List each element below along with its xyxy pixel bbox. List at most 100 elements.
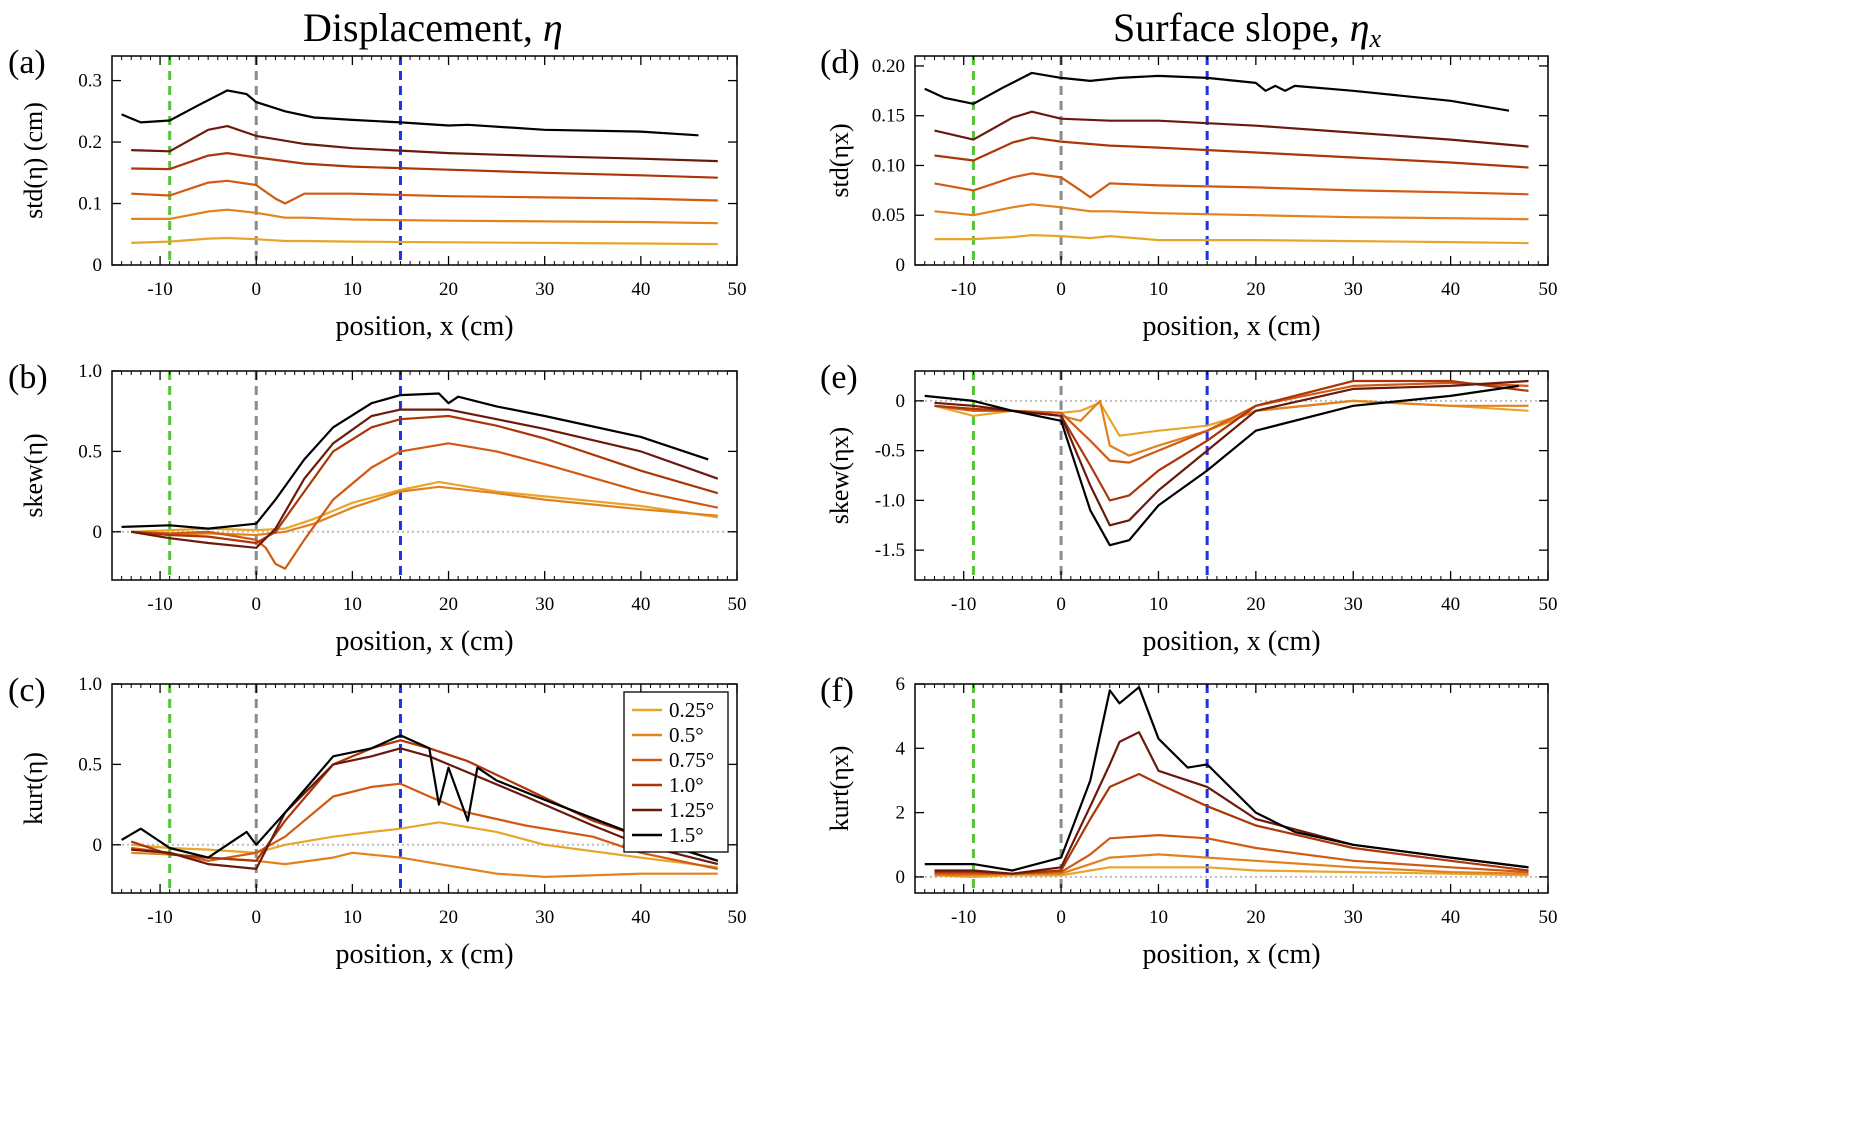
x-tick-label: 0 <box>1056 279 1066 300</box>
y-tick-label: 1.0 <box>78 674 102 695</box>
y-axis-label: kurt(η) <box>19 752 48 825</box>
y-tick-label: 0.15 <box>872 106 905 127</box>
series-line <box>924 71 1510 112</box>
x-tick-label: -10 <box>951 279 976 300</box>
series-line <box>131 179 718 205</box>
series-line <box>131 236 718 246</box>
y-tick-label: 0.5 <box>78 754 102 775</box>
y-tick-label: 0 <box>93 522 103 543</box>
panel-e: -10 0 10 20 30 40 50 -1.5 -1.0 -0.5 0 (e) position, … <box>820 359 1558 657</box>
x-tick-label: 20 <box>1246 907 1265 928</box>
x-tick-label: 0 <box>251 279 261 300</box>
x-tick-label: 40 <box>1441 279 1460 300</box>
series-line <box>131 442 719 570</box>
x-axis-label: position, x (cm) <box>335 311 513 342</box>
x-axis-label: position, x (cm) <box>335 939 513 970</box>
series-line <box>934 110 1529 148</box>
x-tick-label: 20 <box>1246 279 1265 300</box>
x-tick-label: 50 <box>728 594 747 615</box>
x-axis-label: position, x (cm) <box>1142 626 1320 657</box>
legend-label: 0.25° <box>669 698 714 722</box>
x-axis-label: position, x (cm) <box>1142 311 1320 342</box>
x-tick-label: 30 <box>1344 907 1363 928</box>
x-tick-label: -10 <box>147 594 172 615</box>
panel-label: (f) <box>820 672 854 709</box>
series-line <box>924 384 1519 547</box>
x-tick-label: 50 <box>728 907 747 928</box>
x-tick-label: 10 <box>343 279 362 300</box>
x-tick-label: 40 <box>1441 594 1460 615</box>
x-tick-label: 30 <box>1344 594 1363 615</box>
y-tick-label: -0.5 <box>875 441 905 462</box>
y-tick-label: 4 <box>896 738 906 759</box>
panel-c: -10 0 10 20 30 40 50 0 0.5 1.0 (c) position, x (cm)… <box>8 672 747 970</box>
y-tick-label: 0 <box>93 255 103 276</box>
series-line <box>130 739 719 862</box>
series-line <box>131 747 719 871</box>
x-tick-label: 0 <box>1056 594 1066 615</box>
x-tick-label: 10 <box>343 907 362 928</box>
x-tick-label: 0 <box>1056 907 1066 928</box>
x-axis-label: position, x (cm) <box>1142 939 1320 970</box>
x-tick-label: 0 <box>251 594 261 615</box>
legend-label: 0.5° <box>669 723 704 747</box>
x-tick-label: 10 <box>1149 279 1168 300</box>
y-axis-label: skew(ηx) <box>825 427 854 524</box>
series-line <box>934 172 1529 199</box>
plot-frame <box>111 370 738 581</box>
y-tick-label: 0.10 <box>872 155 905 176</box>
series-line <box>131 208 718 225</box>
series-line <box>121 734 719 862</box>
x-tick-label: 50 <box>1539 907 1558 928</box>
y-axis-label: kurt(ηx) <box>825 746 854 832</box>
x-tick-label: -10 <box>147 907 172 928</box>
x-tick-label: 50 <box>728 279 747 300</box>
x-tick-label: 50 <box>1539 279 1558 300</box>
y-tick-label: 1.0 <box>78 361 102 382</box>
series-line <box>934 399 1529 457</box>
x-tick-label: 10 <box>343 594 362 615</box>
y-axis-label: std(η) (cm) <box>19 102 48 219</box>
series-line <box>131 821 718 869</box>
y-tick-label: 2 <box>896 803 906 824</box>
plot-frame <box>914 55 1549 266</box>
legend-label: 1.5° <box>669 823 704 847</box>
legend-label: 1.25° <box>669 798 714 822</box>
series-line <box>121 89 699 137</box>
y-tick-label: 0 <box>896 255 906 276</box>
y-tick-label: 0 <box>896 867 906 888</box>
panel-a: -10 0 10 20 30 40 50 0 0.1 0.2 0.3 (a) position, x (… <box>8 44 747 342</box>
legend-label: 1.0° <box>669 773 704 797</box>
y-tick-label: -1.5 <box>875 540 905 561</box>
series-line <box>131 782 719 870</box>
series-line <box>934 203 1529 221</box>
series-line <box>131 152 718 179</box>
x-tick-label: 30 <box>535 279 554 300</box>
x-tick-label: 30 <box>535 594 554 615</box>
series-line <box>934 234 1529 245</box>
panel-d: -10 0 10 20 30 40 50 0 0.05 0.10 0.15 0.20 (d) positi… <box>820 44 1558 342</box>
x-tick-label: -10 <box>951 907 976 928</box>
plot-frame <box>914 683 1549 894</box>
panel-label: (b) <box>8 359 48 396</box>
y-tick-label: 6 <box>896 674 906 695</box>
x-tick-label: 20 <box>439 907 458 928</box>
y-tick-label: 0.3 <box>78 71 102 92</box>
title-surface-slope: Surface slope, ηx <box>1113 5 1381 53</box>
y-tick-label: 0.05 <box>872 205 905 226</box>
panel-label: (a) <box>8 44 46 81</box>
x-axis-label: position, x (cm) <box>335 626 513 657</box>
plot-frame <box>111 55 738 266</box>
x-tick-label: -10 <box>147 279 172 300</box>
x-tick-label: 20 <box>439 279 458 300</box>
series-line <box>934 379 1529 502</box>
x-tick-label: 50 <box>1539 594 1558 615</box>
y-axis-label: std(ηx) <box>825 123 854 197</box>
x-tick-label: 20 <box>439 594 458 615</box>
series-line <box>934 731 1529 875</box>
panel-label: (e) <box>820 359 858 396</box>
series-line <box>131 414 719 545</box>
plot-frame <box>914 370 1549 581</box>
y-tick-label: 0.2 <box>78 132 102 153</box>
panel-label: (d) <box>820 44 860 81</box>
